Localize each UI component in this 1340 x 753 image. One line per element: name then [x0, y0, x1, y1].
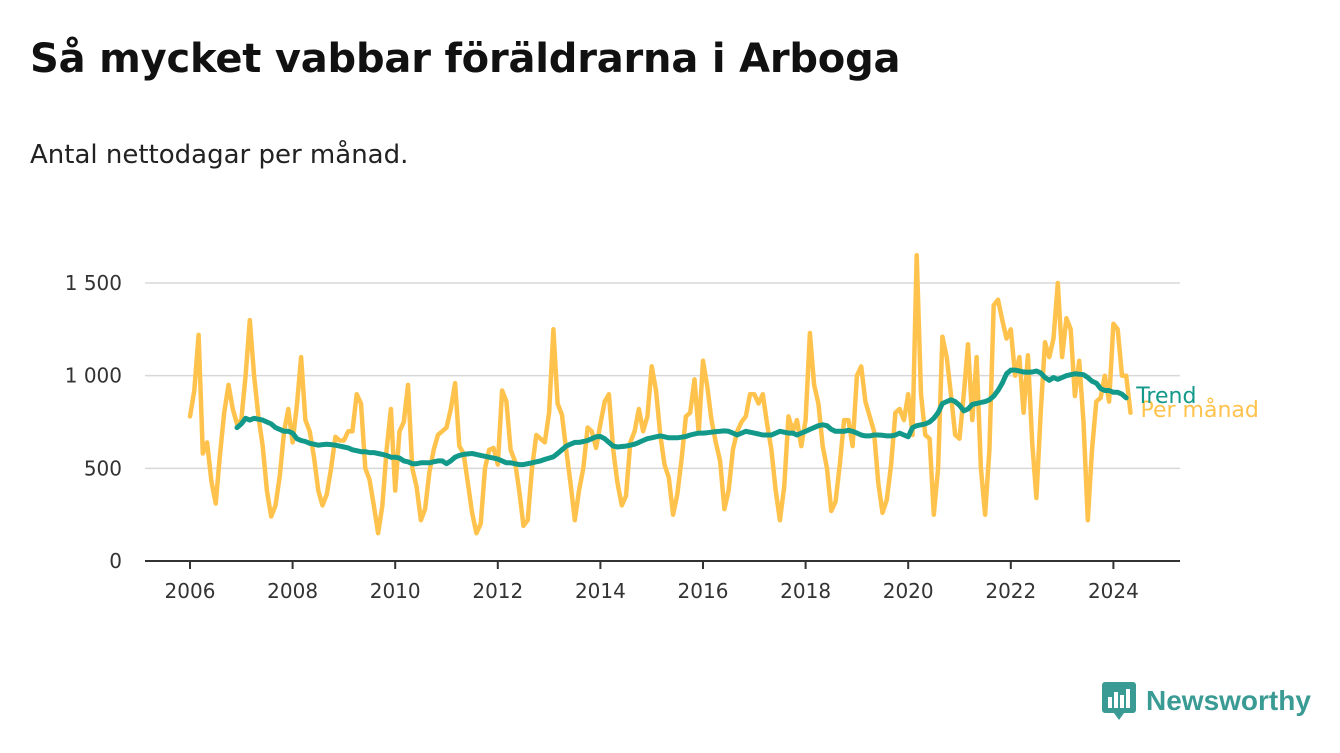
x-tick-label: 2014 — [575, 579, 626, 603]
x-tick-label: 2012 — [472, 579, 523, 603]
chart-series — [187, 252, 1133, 536]
y-tick-label: 0 — [109, 549, 122, 573]
chart-subtitle: Antal nettodagar per månad. — [30, 140, 409, 170]
y-tick-label: 500 — [84, 456, 122, 480]
series-line-per-manad — [187, 252, 1133, 536]
newsworthy-brand: Newsworthy — [1102, 682, 1311, 720]
chart-title: Så mycket vabbar föräldrarna i Arboga — [30, 36, 901, 82]
x-tick-label: 2022 — [985, 579, 1036, 603]
y-tick-label: 1 500 — [65, 271, 122, 295]
series-label-trend: Trend — [1135, 384, 1196, 409]
y-tick-label: 1 000 — [65, 364, 122, 388]
newsworthy-logo-icon — [1102, 682, 1136, 720]
x-tick-label: 2008 — [267, 579, 318, 603]
x-tick-label: 2024 — [1088, 579, 1139, 603]
x-tick-label: 2018 — [780, 579, 831, 603]
x-tick-label: 2010 — [370, 579, 421, 603]
series-label-per-manad: Per månad — [1141, 397, 1259, 423]
x-tick-label: 2006 — [165, 579, 216, 603]
x-tick-label: 2016 — [678, 579, 729, 603]
axes: 0 500 1 000 1 500 2006 2008 2010 2012 2014 2016 20… — [65, 271, 1180, 603]
x-tick-label: 2020 — [883, 579, 934, 603]
series-line-trend — [234, 367, 1129, 468]
brand-name: Newsworthy — [1146, 685, 1311, 716]
